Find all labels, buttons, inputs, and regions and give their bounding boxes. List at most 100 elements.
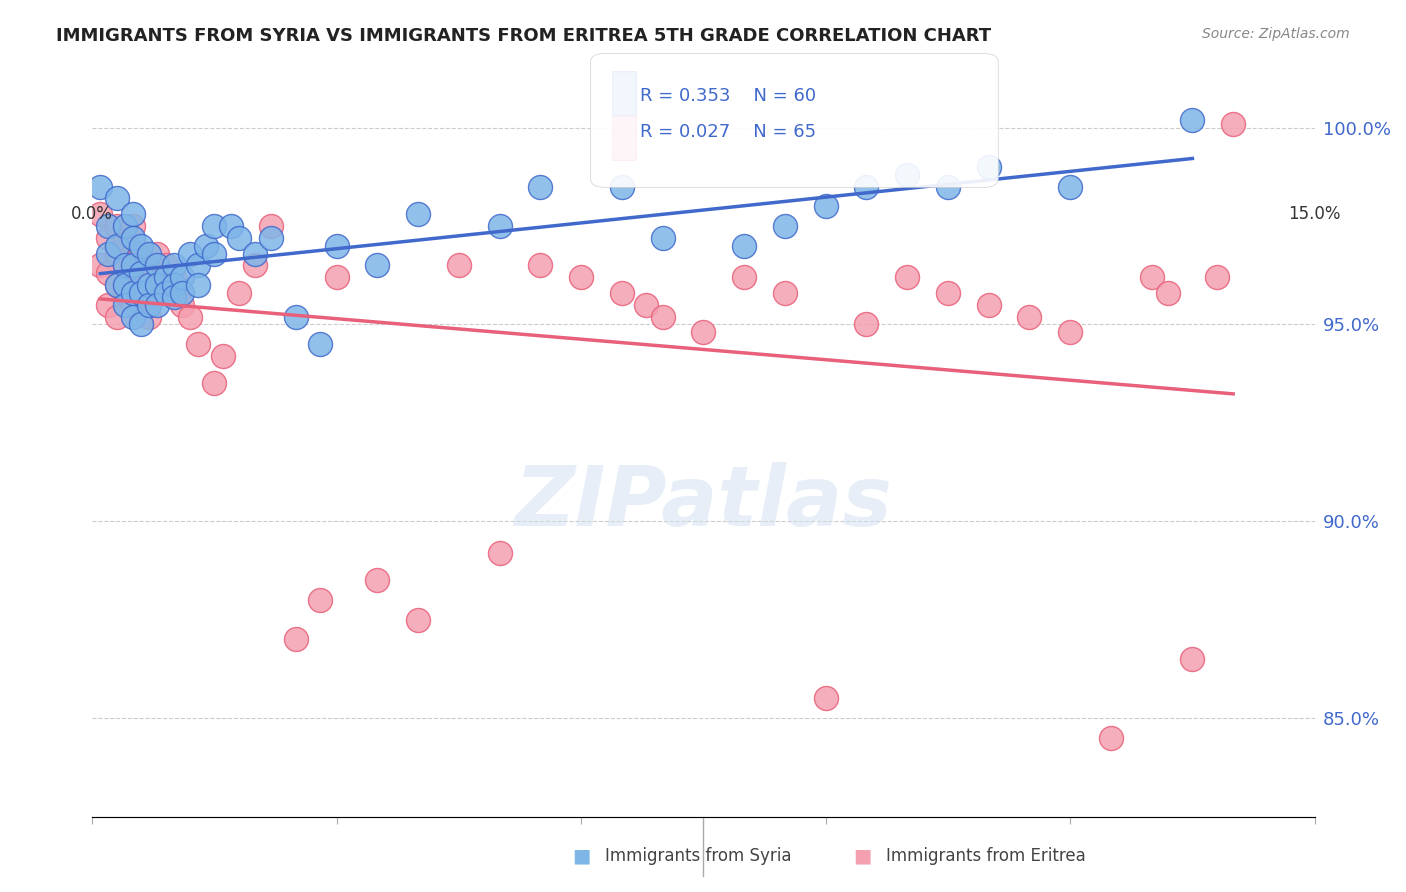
Point	[1140, 270, 1163, 285]
Point	[129, 298, 152, 312]
Point	[129, 246, 152, 260]
Point	[89, 179, 111, 194]
Point	[569, 270, 592, 285]
Point	[129, 285, 152, 300]
Point	[814, 199, 837, 213]
Point	[122, 246, 145, 260]
Text: R = 0.353    N = 60: R = 0.353 N = 60	[640, 87, 815, 105]
Point	[733, 238, 755, 252]
Point	[977, 298, 1000, 312]
Text: IMMIGRANTS FROM SYRIA VS IMMIGRANTS FROM ERITREA 5TH GRADE CORRELATION CHART: IMMIGRANTS FROM SYRIA VS IMMIGRANTS FROM…	[56, 27, 991, 45]
Point	[122, 310, 145, 324]
Point	[138, 278, 160, 293]
Point	[146, 298, 169, 312]
Point	[122, 231, 145, 245]
Point	[129, 266, 152, 280]
Point	[105, 238, 128, 252]
Point	[733, 270, 755, 285]
Point	[114, 258, 136, 272]
Point	[146, 258, 169, 272]
Point	[1099, 731, 1122, 745]
Point	[138, 310, 160, 324]
Text: Immigrants from Eritrea: Immigrants from Eritrea	[886, 847, 1085, 865]
Point	[855, 318, 877, 332]
Point	[163, 270, 186, 285]
Point	[529, 258, 551, 272]
Text: Immigrants from Syria: Immigrants from Syria	[605, 847, 792, 865]
Point	[651, 231, 673, 245]
Point	[325, 270, 347, 285]
Point	[1157, 285, 1180, 300]
Point	[89, 207, 111, 221]
Point	[97, 246, 120, 260]
Point	[1205, 270, 1227, 285]
Point	[309, 337, 332, 351]
Point	[610, 179, 633, 194]
Point	[163, 290, 186, 304]
Point	[773, 285, 796, 300]
Point	[977, 160, 1000, 174]
Point	[1181, 652, 1204, 666]
Point	[97, 231, 120, 245]
Point	[146, 278, 169, 293]
Point	[1018, 310, 1040, 324]
Point	[187, 278, 209, 293]
Point	[97, 266, 120, 280]
Point	[129, 318, 152, 332]
Text: 15.0%: 15.0%	[1288, 204, 1341, 223]
Point	[114, 278, 136, 293]
Point	[692, 326, 714, 340]
Point	[406, 207, 429, 221]
Point	[187, 258, 209, 272]
Point	[284, 632, 307, 647]
Point	[855, 179, 877, 194]
Point	[138, 258, 160, 272]
Point	[155, 270, 177, 285]
Point	[1059, 179, 1081, 194]
Point	[529, 179, 551, 194]
Point	[488, 219, 510, 233]
Point	[204, 376, 226, 391]
Text: ■: ■	[853, 847, 872, 866]
Point	[105, 278, 128, 293]
Point	[138, 298, 160, 312]
Point	[163, 285, 186, 300]
Point	[610, 285, 633, 300]
Point	[204, 246, 226, 260]
Point	[105, 310, 128, 324]
Point	[1059, 326, 1081, 340]
Point	[228, 285, 250, 300]
Point	[179, 246, 201, 260]
Point	[105, 219, 128, 233]
Point	[138, 246, 160, 260]
Point	[447, 258, 470, 272]
Text: Source: ZipAtlas.com: Source: ZipAtlas.com	[1202, 27, 1350, 41]
Point	[122, 285, 145, 300]
Point	[170, 285, 193, 300]
Point	[651, 310, 673, 324]
Point	[155, 258, 177, 272]
Point	[114, 231, 136, 245]
Point	[105, 278, 128, 293]
Point	[243, 258, 266, 272]
Point	[122, 207, 145, 221]
Point	[636, 298, 658, 312]
Point	[896, 270, 918, 285]
FancyBboxPatch shape	[612, 116, 637, 161]
Point	[122, 258, 145, 272]
Text: R = 0.027    N = 65: R = 0.027 N = 65	[640, 123, 815, 141]
Point	[814, 691, 837, 706]
Point	[146, 270, 169, 285]
Point	[896, 168, 918, 182]
Point	[170, 270, 193, 285]
Point	[260, 219, 283, 233]
Point	[366, 258, 388, 272]
Point	[114, 219, 136, 233]
Point	[219, 219, 242, 233]
Point	[138, 278, 160, 293]
Point	[155, 285, 177, 300]
Point	[936, 179, 959, 194]
Point	[89, 258, 111, 272]
Point	[114, 285, 136, 300]
Point	[163, 278, 186, 293]
